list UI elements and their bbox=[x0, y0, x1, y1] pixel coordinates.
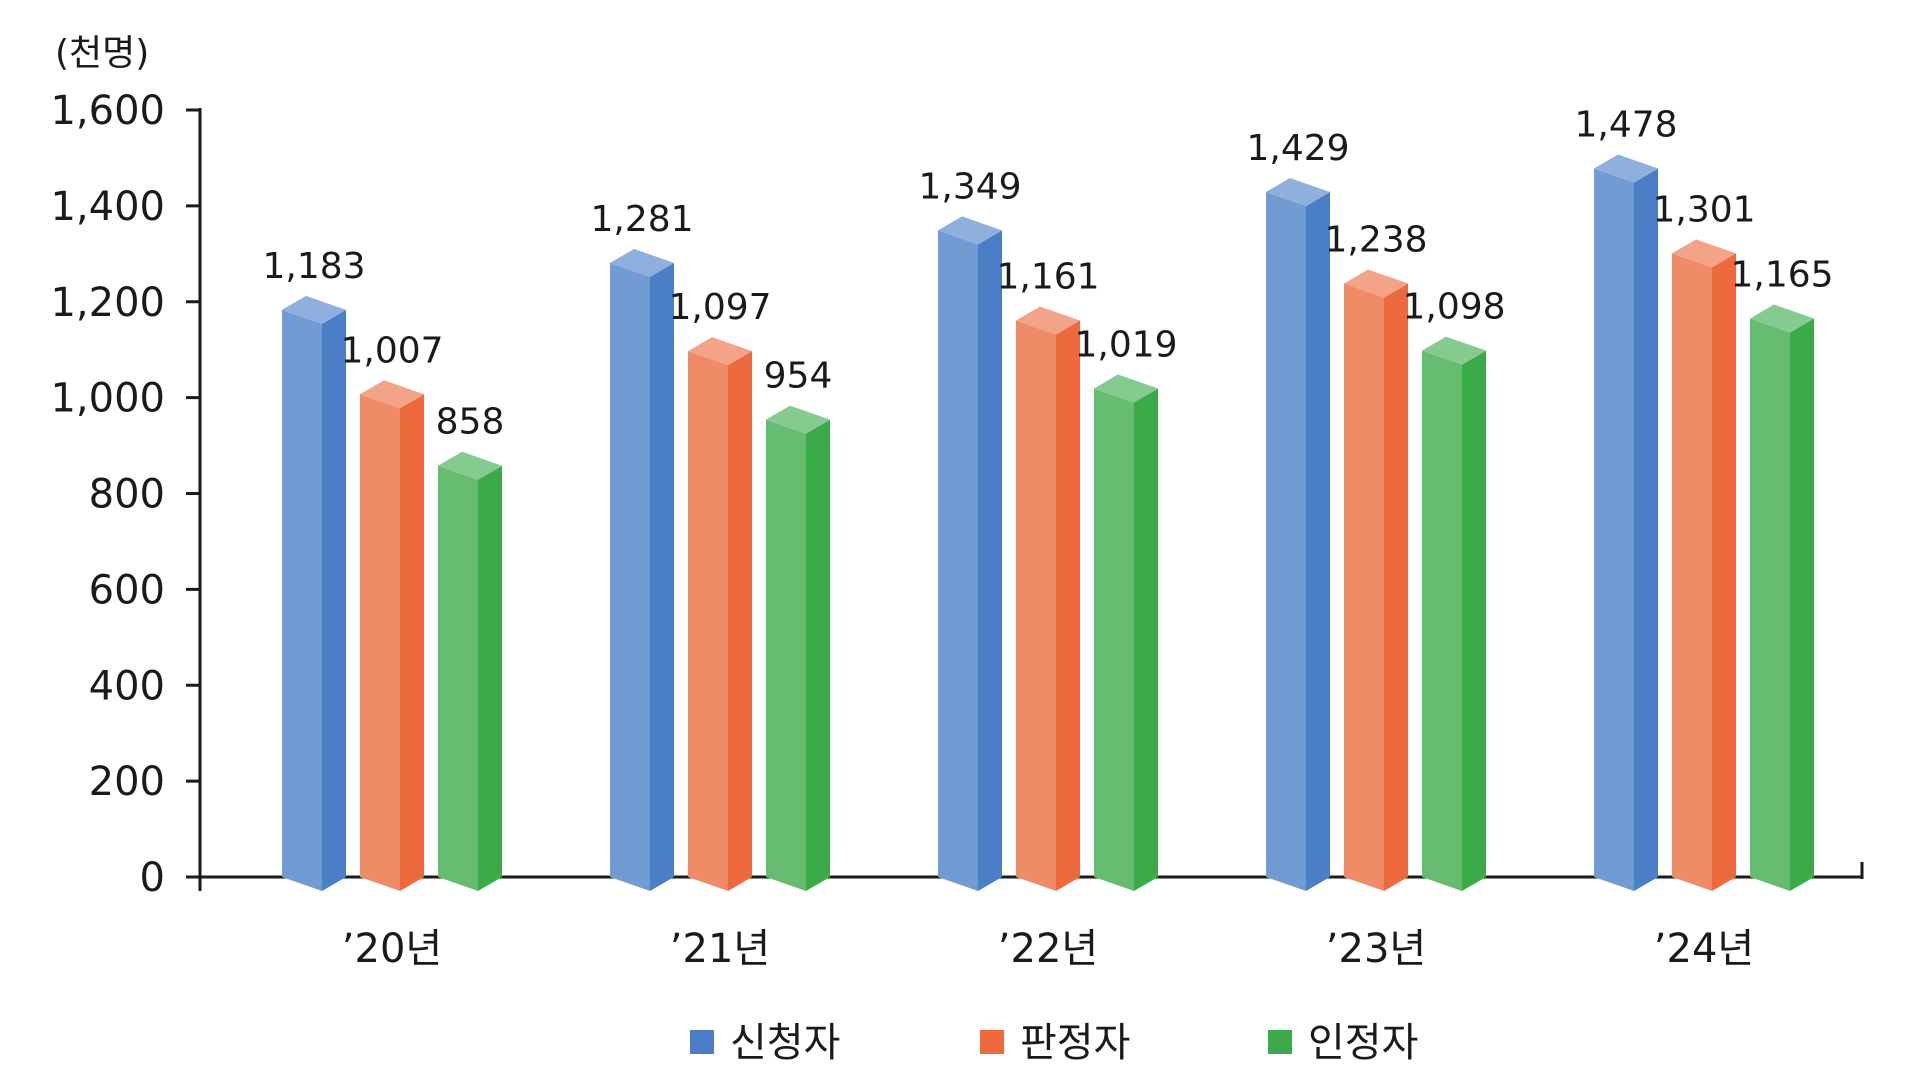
y-tick-label: 1,400 bbox=[50, 184, 165, 230]
bar bbox=[282, 295, 346, 891]
bar bbox=[688, 337, 752, 891]
data-label: 1,349 bbox=[918, 166, 1021, 207]
x-tick-label: ’23년 bbox=[1326, 926, 1426, 972]
y-tick-label: 400 bbox=[89, 663, 165, 709]
legend-label: 인정자 bbox=[1308, 1020, 1418, 1066]
data-label: 858 bbox=[436, 402, 505, 443]
legend-label: 신청자 bbox=[730, 1020, 840, 1066]
data-label: 1,019 bbox=[1074, 325, 1177, 366]
bar bbox=[1594, 154, 1658, 891]
y-tick-label: 800 bbox=[89, 472, 165, 518]
data-labels: 1,183 1,007 858 1,281 1,097 954 1,349 1,161 1,01… bbox=[262, 104, 1833, 442]
bar bbox=[1266, 177, 1330, 891]
y-tick-labels: 0 200 400 600 800 1,000 1,200 1,400 1,600 bbox=[50, 88, 165, 901]
data-label: 1,429 bbox=[1246, 128, 1349, 169]
y-tick-label: 1,200 bbox=[50, 280, 165, 326]
bar bbox=[1422, 336, 1486, 891]
data-label: 1,183 bbox=[262, 246, 365, 287]
data-label: 1,478 bbox=[1574, 104, 1677, 145]
x-tick-label: ’22년 bbox=[998, 926, 1098, 972]
bar bbox=[1750, 304, 1814, 891]
bar bbox=[1094, 374, 1158, 891]
legend: 신청자 판정자 인정자 bbox=[690, 1020, 1418, 1066]
y-tick-label: 1,000 bbox=[50, 376, 165, 422]
data-label: 1,165 bbox=[1730, 255, 1833, 296]
data-label: 1,301 bbox=[1652, 189, 1755, 230]
x-tick-label: ’24년 bbox=[1654, 926, 1754, 972]
x-tick-label: ’21년 bbox=[670, 926, 770, 972]
bar bbox=[610, 248, 674, 891]
bar bbox=[1344, 269, 1408, 891]
x-tick-label: ’20년 bbox=[342, 926, 442, 972]
legend-swatch bbox=[690, 1030, 714, 1054]
y-tick-label: 1,600 bbox=[50, 88, 165, 134]
data-label: 1,007 bbox=[340, 330, 443, 371]
y-tick-label: 200 bbox=[89, 759, 165, 805]
data-label: 954 bbox=[764, 356, 833, 397]
legend-swatch bbox=[1268, 1030, 1292, 1054]
bar bbox=[1672, 239, 1736, 891]
y-tick-label: 600 bbox=[89, 567, 165, 613]
y-tick-label: 0 bbox=[140, 855, 165, 901]
bar bbox=[938, 216, 1002, 891]
data-label: 1,161 bbox=[996, 256, 1099, 297]
bars bbox=[282, 154, 1814, 891]
data-label: 1,097 bbox=[668, 287, 771, 328]
bar bbox=[766, 405, 830, 891]
data-label: 1,238 bbox=[1324, 220, 1427, 261]
bar bbox=[438, 451, 502, 891]
y-unit-label: (천명) bbox=[55, 33, 149, 74]
data-label: 1,281 bbox=[590, 199, 693, 240]
legend-label: 판정자 bbox=[1020, 1020, 1130, 1066]
data-label: 1,098 bbox=[1402, 287, 1505, 328]
bar bbox=[1016, 306, 1080, 891]
bar bbox=[360, 380, 424, 891]
legend-swatch bbox=[980, 1030, 1004, 1054]
category-labels: ’20년 ’21년 ’22년 ’23년 ’24년 bbox=[342, 926, 1754, 972]
